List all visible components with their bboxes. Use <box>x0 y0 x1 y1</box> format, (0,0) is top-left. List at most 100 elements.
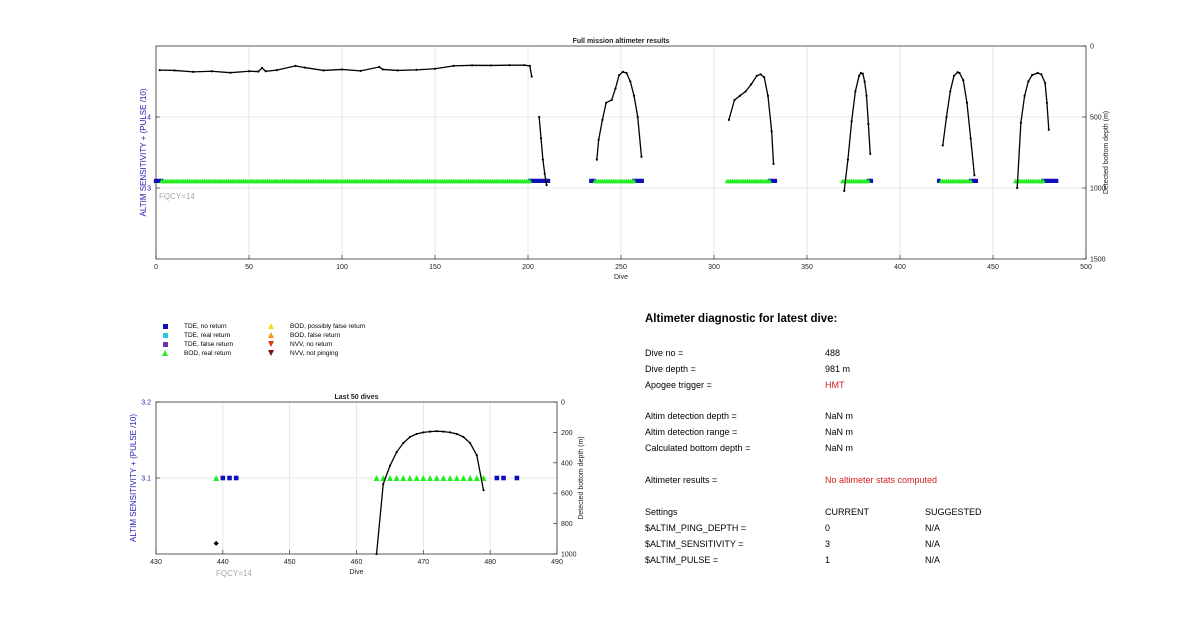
dive-depth-value: 981 m <box>825 364 851 374</box>
depth-point <box>523 64 526 67</box>
x-tick-label: 350 <box>801 264 813 271</box>
suggested-header: SUGGESTED <box>925 507 982 517</box>
tde-no-return-marker <box>936 178 942 183</box>
bod-real-return-marker <box>213 475 220 481</box>
tde-no-return-marker <box>1054 178 1059 183</box>
legend-item: TDE, no return <box>160 322 227 330</box>
tde-no-return-marker <box>535 178 540 183</box>
depth-point <box>395 451 398 454</box>
legend-item: NVV, not pinging <box>266 349 338 357</box>
bod-real-return-marker <box>473 475 480 481</box>
y2-axis-label: Detected bottom depth (m) <box>578 436 585 519</box>
tde-no-return-marker <box>532 178 538 183</box>
legend-label: NVV, no return <box>290 340 333 348</box>
depth-point <box>595 158 598 161</box>
depth-point <box>275 69 278 72</box>
x-tick-label: 490 <box>551 559 563 566</box>
bod-real-return-marker <box>440 475 447 481</box>
tde-no-return-marker <box>156 178 161 183</box>
legend-label: TDE, false return <box>184 340 234 348</box>
depth-point <box>1016 186 1019 190</box>
isolated-depth-marker <box>213 540 219 546</box>
depth-point <box>545 184 548 187</box>
y2-tick-label: 600 <box>561 491 573 498</box>
square-marker-icon <box>162 323 168 329</box>
setting-name: $ALTIM_PING_DEPTH = <box>645 523 747 533</box>
depth-line <box>1016 72 1050 189</box>
altimeter-diagnostic-panel: Altimeter diagnostic for latest dive: Di… <box>645 313 1065 573</box>
depth-point <box>489 64 492 67</box>
bod-real-return-marker <box>453 475 460 481</box>
depth-point <box>597 138 600 141</box>
depth-point <box>435 430 438 433</box>
bod-real-return-marker <box>433 475 440 481</box>
calculated-depth-label: Calculated bottom depth = <box>645 443 751 453</box>
depth-point <box>614 87 617 90</box>
depth-point <box>442 430 445 433</box>
legend-item: BOD, possibly false return <box>266 322 366 330</box>
depth-point <box>727 118 730 121</box>
depth-point <box>378 65 381 69</box>
depth-point <box>738 94 742 97</box>
legend-item: TDE, real return <box>160 331 230 339</box>
bod-real-return-marker <box>1040 178 1046 184</box>
depth-point <box>843 189 846 192</box>
setting-current: 1 <box>825 555 831 565</box>
depth-point <box>1047 128 1050 131</box>
apogee-trigger-value: HMT <box>825 380 845 390</box>
depth-point <box>322 69 325 72</box>
depth-point <box>1040 73 1043 76</box>
depth-point <box>229 71 232 74</box>
depth-point <box>601 118 604 121</box>
detection-range-value: NaN m <box>825 427 854 437</box>
depth-point <box>471 64 474 67</box>
depth-point <box>475 454 478 457</box>
depth-point <box>846 158 850 161</box>
bod-real-return-marker <box>631 178 637 184</box>
depth-point <box>625 71 628 75</box>
depth-point <box>952 74 956 77</box>
legend-item: TDE, false return <box>160 340 233 348</box>
depth-point <box>422 431 425 434</box>
depth-point <box>528 64 531 67</box>
tde-no-return-marker <box>973 178 978 183</box>
triangle-up-marker-icon <box>268 332 274 338</box>
dive-no-label: Dive no = <box>645 348 684 358</box>
setting-suggested: N/A <box>925 539 941 549</box>
x-axis-label: Dive <box>349 569 363 576</box>
y2-tick-label: 1500 <box>1090 257 1106 264</box>
detection-depth-value: NaN m <box>825 411 854 421</box>
x-tick-label: 300 <box>708 264 720 271</box>
depth-point <box>1019 121 1023 124</box>
fqcy-annotation: FQCY=14 <box>159 192 195 201</box>
y-tick-label: 3.1 <box>141 476 151 483</box>
tde-no-return-marker <box>1046 178 1051 183</box>
y2-tick-label: 0 <box>1090 44 1094 51</box>
depth-point <box>247 70 251 73</box>
bod-real-return-marker <box>767 178 773 184</box>
chart-title: Full mission altimeter results <box>573 38 670 45</box>
dive-depth-label: Dive depth = <box>645 364 696 374</box>
depth-point <box>340 68 344 71</box>
depth-point <box>733 98 736 102</box>
x-axis-label: Dive <box>614 274 628 281</box>
depth-point <box>433 67 437 70</box>
depth-point <box>632 94 636 97</box>
depth-point <box>850 120 853 123</box>
depth-point <box>452 64 455 67</box>
tde-no-return-marker <box>530 178 535 183</box>
x-tick-label: 450 <box>987 264 999 271</box>
dive-no-value: 488 <box>825 348 841 358</box>
bod-real-return-marker <box>460 475 467 481</box>
triangle-up-marker-icon <box>268 323 274 329</box>
y2-axis-label: Detected bottom depth (m) <box>1103 111 1110 194</box>
tde-no-return-marker <box>494 475 500 481</box>
x-tick-label: 450 <box>284 559 296 566</box>
y2-tick-label: 0 <box>561 400 565 407</box>
y2-tick-label: 500 <box>1090 115 1102 122</box>
depth-point <box>530 75 533 78</box>
setting-suggested: N/A <box>925 523 941 533</box>
depth-point <box>402 441 405 445</box>
